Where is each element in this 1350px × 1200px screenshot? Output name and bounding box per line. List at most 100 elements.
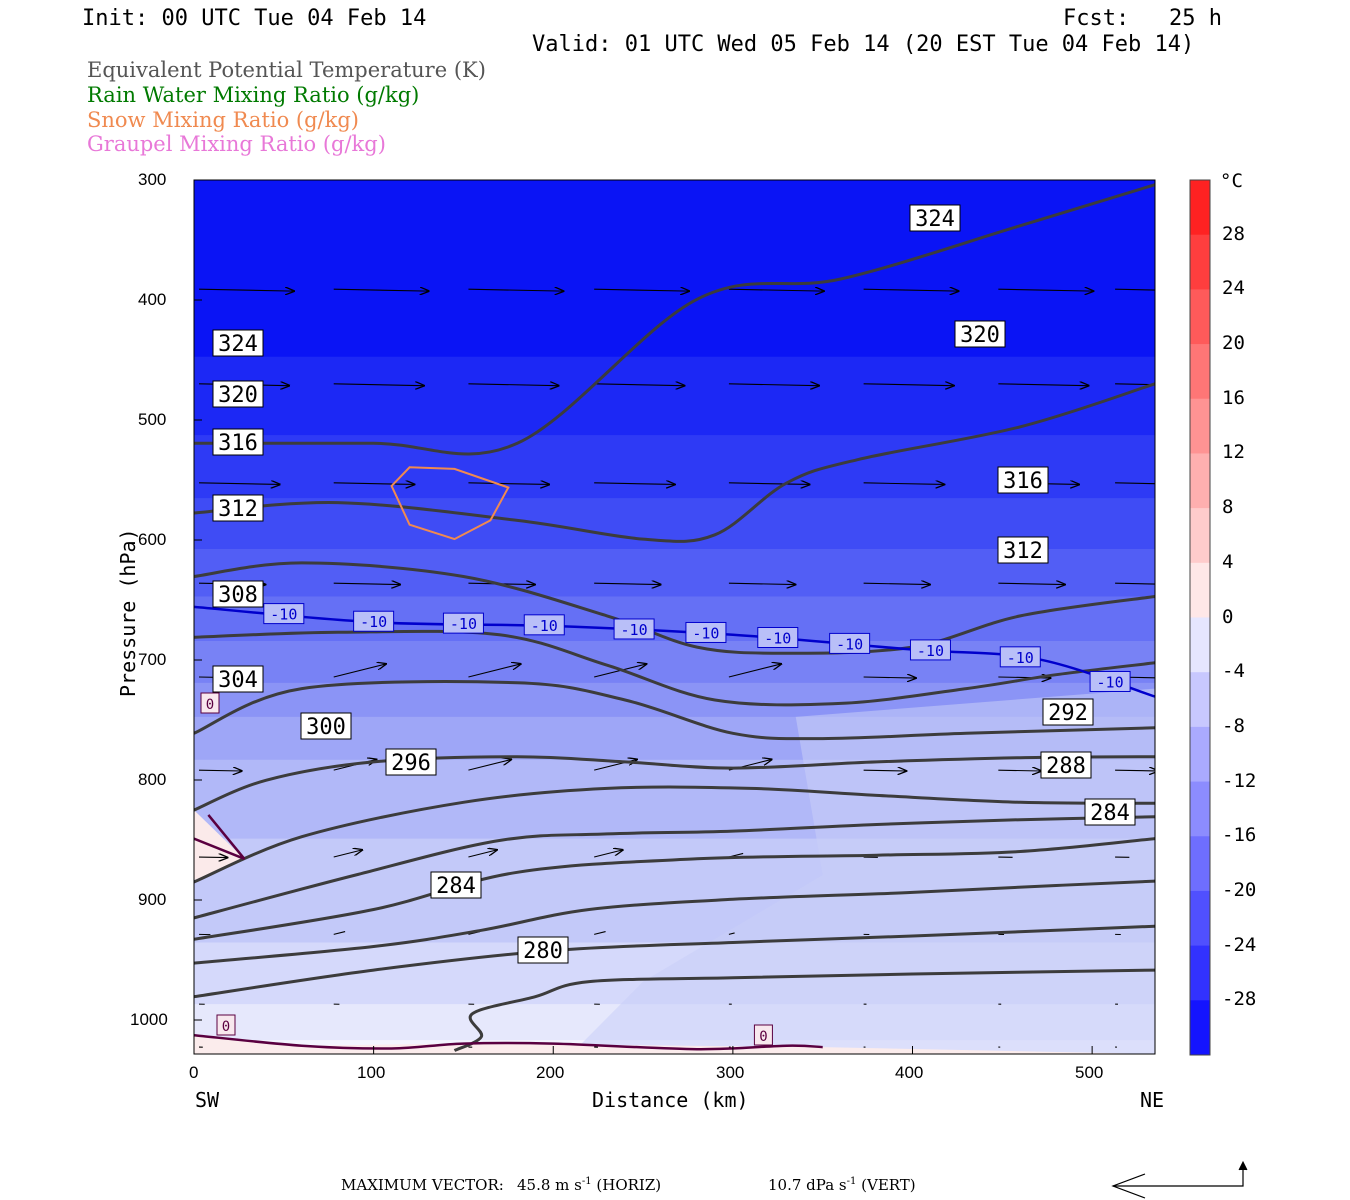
wind-vector [1115, 288, 1155, 291]
colorbar-label: -24 [1222, 933, 1257, 956]
isotherm-label-box [353, 610, 395, 632]
wind-vector [198, 770, 242, 771]
wind-vector [594, 289, 689, 291]
theta-e-label-316: 316 [1003, 469, 1043, 494]
isotherm-label-box [753, 1024, 773, 1046]
wind-vector [333, 384, 424, 386]
isotherm-label-box [200, 692, 220, 714]
wind-vector [333, 931, 346, 935]
isotherm-label-0: 0 [206, 697, 214, 713]
theta-e-contour-308 [194, 680, 1155, 741]
y-tick-800: 800 [138, 770, 167, 789]
vert-exp: -1 [846, 1176, 857, 1187]
y-tick-300: 300 [138, 170, 167, 189]
wind-vector [198, 483, 280, 485]
isotherm-label-box [216, 1014, 236, 1036]
isotherm-label-box [442, 612, 484, 634]
colorbar-bin [1190, 344, 1210, 400]
wind-vector [333, 289, 429, 291]
theta-e-label-324: 324 [218, 332, 258, 357]
wind-vector [468, 289, 563, 291]
colorbar-label: -28 [1222, 988, 1257, 1011]
wind-vector [1115, 770, 1155, 771]
theta-e-label-304: 304 [218, 668, 258, 693]
theta-e-label-box [212, 428, 264, 456]
legend-snow: Snow Mixing Ratio (g/kg) [87, 108, 359, 132]
y-tick-700: 700 [138, 650, 167, 669]
wind-vector [728, 483, 810, 485]
wind-vector [198, 289, 294, 291]
theta-e-contour-284 [194, 924, 1155, 999]
isotherm-label--10: -10 [836, 635, 863, 653]
theta-e-label-324: 324 [915, 207, 955, 232]
wind-vector [468, 384, 558, 386]
colorbar-label: 8 [1222, 496, 1234, 519]
colorbar-bin [1190, 234, 1210, 290]
theta-e-label-296: 296 [391, 751, 431, 776]
theta-e-label-312: 312 [1003, 539, 1043, 564]
theta-e-label-box [430, 871, 482, 899]
footer-max-vector: MAXIMUM VECTOR: [341, 1176, 504, 1194]
wind-vector [1115, 383, 1155, 386]
isotherm-label-box [829, 632, 871, 654]
colorbar-label: 16 [1222, 386, 1245, 409]
theta-e-label-308: 308 [218, 583, 258, 608]
theta-e-label-box [909, 204, 961, 232]
theta-e-label-box [212, 580, 264, 608]
isotherm-label-box [685, 621, 727, 643]
isotherm-0-sw [194, 814, 246, 860]
legend-graupel: Graupel Mixing Ratio (g/kg) [87, 132, 386, 156]
theta-e-label-284: 284 [1090, 801, 1130, 826]
isotherm-label--10: -10 [764, 629, 791, 647]
legend-rain: Rain Water Mixing Ratio (g/kg) [87, 83, 420, 107]
theta-e-contour-296 [194, 815, 1155, 920]
wind-vector [863, 677, 916, 678]
colorbar-bin [1190, 1000, 1210, 1056]
theta-e-label-300: 300 [306, 715, 346, 740]
theta-e-contour-292 [194, 837, 1155, 941]
colorbar-bin [1190, 781, 1210, 837]
theta-e-label-284: 284 [436, 874, 476, 899]
wind-vector [198, 857, 228, 858]
theta-e-label-box [385, 748, 437, 776]
wind-vector [998, 384, 1088, 386]
y-axis-label: Pressure (hPa) [116, 528, 140, 697]
theta-e-label-box [954, 320, 1006, 348]
wind-vector [1115, 582, 1155, 585]
theta-e-label-box [212, 665, 264, 693]
theta-e-label-320: 320 [960, 323, 1000, 348]
y-tick-600: 600 [138, 530, 167, 549]
isotherm-label--10: -10 [621, 621, 648, 639]
wind-vector [863, 583, 931, 584]
isotherm-label-box [909, 639, 951, 661]
colorbar-bin [1190, 617, 1210, 673]
theta-e-label-box [997, 466, 1049, 494]
colorbar-bin [1190, 672, 1210, 728]
isotherm-label-box [757, 626, 799, 648]
colorbar-label: 12 [1222, 441, 1245, 464]
isotherm-label--10: -10 [270, 606, 297, 624]
isotherm-label-0: 0 [759, 1029, 767, 1045]
legend-theta-e: Equivalent Potential Temperature (K) [87, 58, 486, 82]
theta-e-label-280: 280 [523, 939, 563, 964]
colorbar-label: 28 [1222, 222, 1245, 245]
x-tick-500: 500 [1075, 1063, 1104, 1082]
footer-vert-vector: 10.7 dPa s-1 (VERT) [768, 1176, 916, 1194]
isotherm-label-0: 0 [222, 1019, 230, 1035]
wind-vector [594, 583, 661, 584]
theta-e-label-box [1042, 698, 1094, 726]
isotherm-label--10: -10 [692, 624, 719, 642]
x-tick-0: 0 [189, 1063, 199, 1082]
isotherm-label--10: -10 [531, 617, 558, 635]
x-axis-left-end: SW [195, 1088, 220, 1112]
x-axis-label: Distance (km) [592, 1088, 749, 1112]
colorbar-bin [1190, 180, 1210, 236]
footer-horiz-vector: 45.8 m s-1 (HORIZ) [517, 1176, 661, 1194]
wind-vector [333, 483, 415, 485]
wind-vector [594, 483, 675, 485]
wind-vector [998, 289, 1093, 291]
isotherm-label--10: -10 [450, 615, 477, 633]
x-axis-right-end: NE [1140, 1088, 1165, 1112]
wind-vector [594, 384, 684, 386]
colorbar-bin [1190, 562, 1210, 618]
